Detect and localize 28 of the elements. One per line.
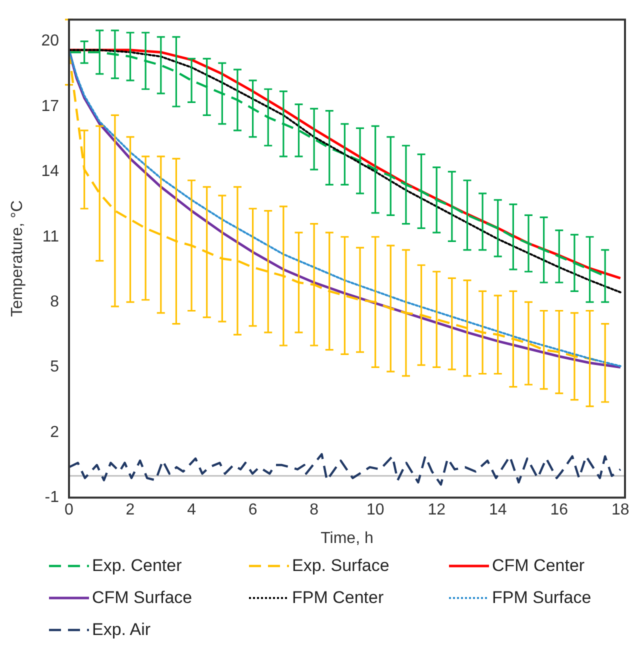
line-series (68, 453, 622, 486)
x-tick-label: 12 (428, 502, 446, 519)
y-tick-label: 2 (50, 424, 60, 441)
legend-label: CFM Center (492, 556, 585, 576)
y-tick-label: 20 (41, 32, 60, 50)
legend-label: Exp. Center (92, 556, 182, 576)
y-axis-title: Temperature, °C (9, 200, 26, 317)
x-tick-label: 6 (248, 502, 258, 519)
x-tick-label: 4 (187, 502, 196, 519)
legend-label: FPM Center (292, 588, 384, 608)
x-tick-label: 2 (126, 502, 135, 519)
x-tick-label: 16 (550, 502, 568, 519)
legend-label: FPM Surface (492, 588, 592, 608)
legend-label: CFM Surface (92, 588, 192, 608)
x-tick-label: 14 (488, 502, 507, 519)
y-tick-label: 11 (42, 228, 60, 246)
y-tick-label: 5 (50, 358, 60, 376)
y-tick-label: -1 (44, 489, 60, 506)
x-axis-title: Time, h (320, 530, 374, 547)
x-tick-label: 18 (612, 502, 630, 519)
legend-label: Exp. Surface (292, 556, 390, 576)
y-tick-label: 17 (41, 98, 60, 115)
x-tick-label: 0 (64, 502, 74, 519)
y-tick-label: 8 (50, 293, 60, 310)
x-tick-label: 10 (366, 502, 384, 519)
x-tick-label: 8 (310, 502, 319, 519)
y-tick-label: 14 (41, 163, 60, 180)
legend-label: Exp. Air (92, 620, 151, 640)
